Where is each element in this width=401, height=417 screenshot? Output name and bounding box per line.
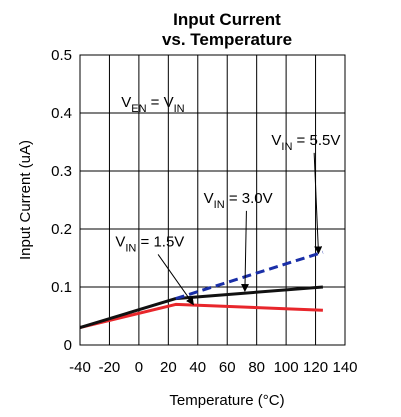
chart-title-line-2: vs. Temperature: [162, 30, 292, 49]
x-tick-label: -20: [99, 359, 121, 376]
plot-frame: [79, 54, 346, 346]
y-axis-label: Input Current (uA): [17, 140, 34, 260]
x-axis-label: Temperature (°C): [169, 392, 284, 409]
chart-title-line-1: Input Current: [173, 10, 281, 29]
annotation-arrow-vin-3-0-label: [241, 210, 250, 293]
annotation-ven-eq-vin: VEN = VIN: [121, 94, 184, 115]
y-tick-label: 0.2: [51, 221, 72, 238]
annotation-arrow-vin-5-5-label: [313, 152, 323, 255]
grid: [80, 55, 345, 345]
series-line-vin-5-5: [175, 250, 324, 301]
x-tick-label: 100: [274, 359, 299, 376]
annotation-vin-3-0-label: VIN = 3.0V: [204, 190, 273, 211]
y-tick-label: 0.3: [51, 163, 72, 180]
x-tick-label: -40: [69, 359, 91, 376]
x-tick-label: 120: [303, 359, 328, 376]
y-tick-label: 0: [64, 337, 72, 354]
x-tick-label: 80: [248, 359, 265, 376]
annotation-vin-1-5-label: VIN = 1.5V: [115, 233, 184, 254]
x-tick-labels: -40 -20 0 20 40 60 80 100 120 140: [69, 359, 357, 376]
series-group: [79, 250, 324, 330]
x-tick-label: 20: [160, 359, 177, 376]
x-tick-label: 140: [332, 359, 357, 376]
x-tick-label: 60: [219, 359, 236, 376]
x-tick-label: 0: [135, 359, 143, 376]
annotation-arrow-vin-1-5-label: [157, 254, 194, 306]
series-line-vin-1-5: [79, 302, 323, 330]
y-tick-labels: 0 0.1 0.2 0.3 0.4 0.5: [51, 47, 72, 354]
annotation-vin-5-5-label: VIN = 5.5V: [271, 132, 340, 153]
x-tick-label: 40: [189, 359, 206, 376]
annotations-group: VEN = VIN VIN = 5.5V VIN = 3.0V VIN = 1.5V: [115, 94, 340, 306]
y-tick-label: 0.4: [51, 105, 72, 122]
y-tick-label: 0.1: [51, 279, 72, 296]
y-tick-label: 0.5: [51, 47, 72, 64]
